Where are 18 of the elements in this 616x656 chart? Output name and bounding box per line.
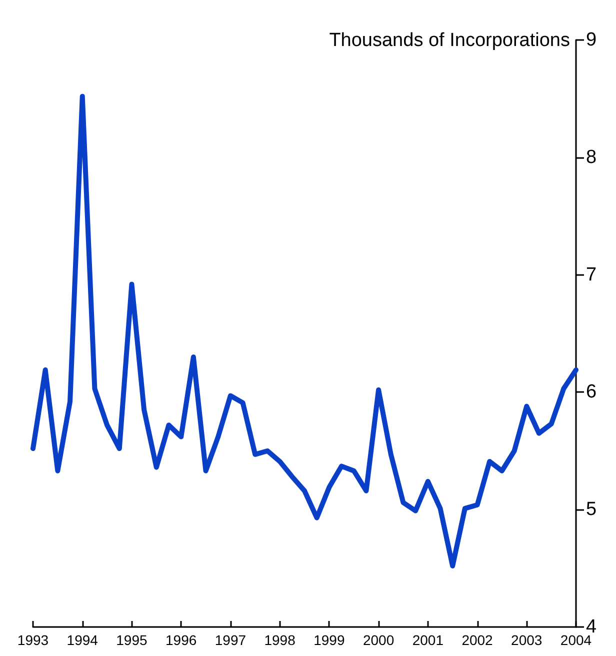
x-tick-label: 2000 — [362, 632, 394, 648]
x-tick-label: 2004 — [560, 632, 592, 648]
x-tick-label: 1997 — [214, 632, 246, 648]
y-tick-label: 8 — [586, 146, 597, 168]
x-tick-label: 2002 — [462, 632, 494, 648]
y-tick-label: 7 — [586, 264, 597, 286]
x-tick-label: 1996 — [166, 632, 197, 648]
x-tick-label: 2001 — [412, 632, 444, 648]
x-tick-label: 1993 — [17, 632, 49, 648]
x-tick-label: 1995 — [116, 632, 148, 648]
x-tick-label: 2003 — [511, 632, 542, 648]
x-tick-label: 1994 — [66, 632, 98, 648]
x-tick-label: 1998 — [264, 632, 296, 648]
x-tick-label: 1999 — [314, 632, 345, 648]
y-tick-label: 9 — [586, 30, 597, 50]
y-axis-title: Thousands of Incorporations — [329, 30, 570, 51]
y-tick-label: 6 — [586, 382, 597, 403]
y-tick-label: 5 — [586, 499, 597, 520]
